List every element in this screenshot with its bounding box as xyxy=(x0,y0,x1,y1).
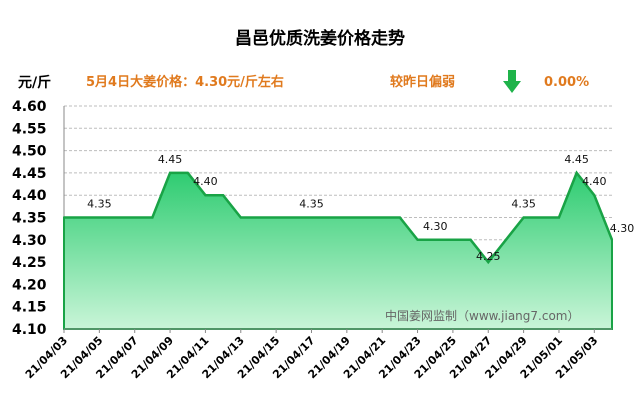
price-area xyxy=(63,170,614,330)
data-label: 4.45 xyxy=(564,153,589,166)
x-axis: 21/04/0321/04/0521/04/0721/04/0921/04/11… xyxy=(23,328,612,381)
data-label: 4.35 xyxy=(511,198,536,211)
data-label: 4.35 xyxy=(299,198,324,211)
y-tick-label: 4.25 xyxy=(12,255,47,271)
y-tick-label: 4.15 xyxy=(12,300,47,316)
change-percent: 0.00% xyxy=(544,75,589,90)
unit-label: 元/斤 xyxy=(18,74,51,91)
data-label: 4.40 xyxy=(193,175,218,188)
y-tick-label: 4.55 xyxy=(12,121,47,137)
chart-title: 昌邑优质洗姜价格走势 xyxy=(235,28,405,49)
y-tick-label: 4.40 xyxy=(12,188,47,204)
y-tick-label: 4.35 xyxy=(12,211,47,227)
watermark: 中国姜网监制（www.jiang7.com） xyxy=(385,308,579,323)
y-tick-label: 4.45 xyxy=(12,166,47,182)
data-label: 4.40 xyxy=(582,175,607,188)
y-tick-label: 4.50 xyxy=(12,144,47,160)
price-line xyxy=(64,170,614,265)
y-axis: 4.60 4.55 4.50 4.45 4.40 4.35 4.30 4.25 4.20 4.15… xyxy=(12,99,65,338)
data-labels: 4.35 4.45 4.40 4.35 4.30 4.25 4.35 4.45 4.40 4.30 xyxy=(87,153,634,263)
data-label: 4.25 xyxy=(476,250,501,263)
data-label: 4.30 xyxy=(610,222,635,235)
y-tick-label: 4.20 xyxy=(12,277,47,293)
price-area-fill xyxy=(63,170,613,330)
data-label: 4.45 xyxy=(158,153,183,166)
price-info: 5月4日大姜价格：4.30元/斤左右 xyxy=(86,74,284,90)
data-label: 4.30 xyxy=(423,220,448,233)
y-tick-label: 4.30 xyxy=(12,233,47,249)
y-tick-label: 4.60 xyxy=(12,99,47,115)
y-tick-label: 4.10 xyxy=(12,322,47,338)
data-label: 4.35 xyxy=(87,198,112,211)
down-arrow-icon xyxy=(503,70,521,93)
compare-text: 较昨日偏弱 xyxy=(390,74,455,90)
